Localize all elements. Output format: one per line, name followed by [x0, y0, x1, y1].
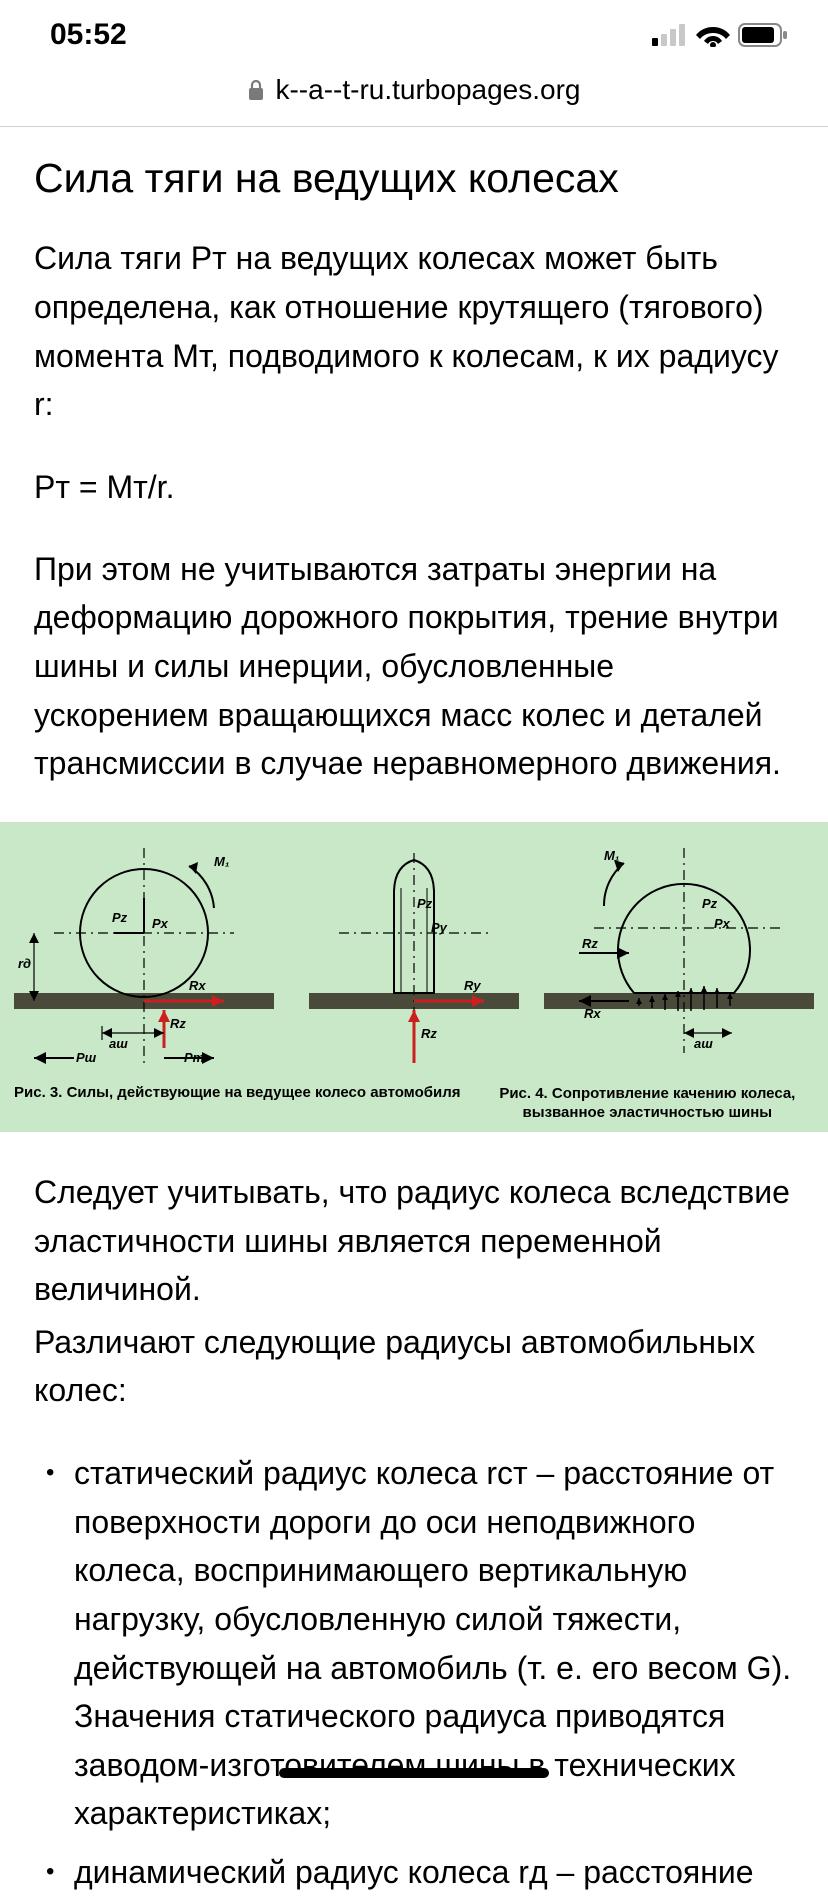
label-rd: rд: [18, 956, 31, 971]
label-Rx3: Rx: [584, 1006, 601, 1021]
label-Rz: Rz: [170, 1016, 186, 1031]
address-url: k--a--t-ru.turbopages.org: [275, 74, 580, 106]
lock-icon: [247, 79, 265, 101]
paragraph-1: Сила тяги Pт на ведущих колесах может бы…: [34, 234, 794, 429]
label-Psh: Pш: [76, 1050, 96, 1065]
label-Pt: Pт: [184, 1050, 204, 1065]
cellular-icon: [652, 24, 688, 46]
label-M1: M₁: [214, 854, 229, 869]
diagram: M₁ Pz Px Rx Rz aш Pш Pт rд: [0, 822, 828, 1132]
paragraph-2: При этом не учитываются затраты энергии …: [34, 545, 794, 788]
paragraph-4: Различают следующие радиусы автомобильны…: [34, 1318, 794, 1415]
label-Px3: Px: [714, 916, 730, 931]
article-heading: Сила тяги на ведущих колесах: [34, 153, 794, 204]
status-time: 05:52: [50, 18, 127, 52]
paragraph-3: Следует учитывать, что радиус колеса всл…: [34, 1168, 794, 1314]
list-item: статический радиус колеса rст – расстоян…: [74, 1449, 794, 1838]
status-indicators: [652, 23, 788, 47]
label-Pz2: Pz: [417, 896, 432, 911]
label-Rz3: Rz: [582, 936, 598, 951]
status-bar: 05:52: [0, 0, 828, 62]
diagram-caption-right: Рис. 4. Сопротивление качению колеса, вы…: [481, 1084, 814, 1123]
label-M1b: M₁: [604, 848, 619, 863]
label-Pz3: Pz: [702, 896, 717, 911]
article-content: Сила тяги на ведущих колесах Сила тяги P…: [0, 127, 828, 1897]
label-ash3: aш: [694, 1036, 713, 1051]
label-ash: aш: [109, 1036, 128, 1051]
label-Rz2: Rz: [421, 1026, 437, 1041]
formula: Pт = Mт/r.: [34, 463, 794, 511]
label-Px: Px: [152, 916, 168, 931]
diagram-caption-left: Рис. 3. Силы, действующие на ведущее кол…: [14, 1084, 481, 1123]
label-Rx: Rx: [189, 978, 206, 993]
wifi-icon: [696, 23, 730, 47]
label-Py: Py: [431, 920, 447, 935]
label-Pz: Pz: [112, 910, 127, 925]
address-bar[interactable]: k--a--t-ru.turbopages.org: [0, 62, 828, 126]
home-indicator[interactable]: [279, 1768, 549, 1778]
radius-list: статический радиус колеса rст – расстоян…: [34, 1449, 794, 1897]
battery-icon: [738, 23, 788, 47]
list-item: динамический радиус колеса rд – расстоян…: [74, 1848, 794, 1897]
label-Ry: Ry: [464, 978, 481, 993]
